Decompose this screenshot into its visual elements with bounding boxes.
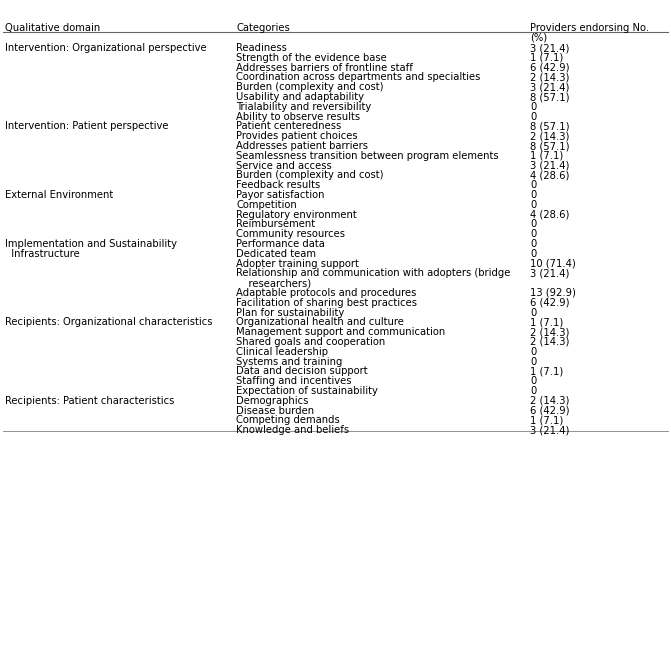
Text: Seamlessness transition between program elements: Seamlessness transition between program … [236, 151, 499, 161]
Text: Categories: Categories [236, 23, 290, 33]
Text: 0: 0 [530, 219, 536, 230]
Text: Recipients: Patient characteristics: Recipients: Patient characteristics [5, 396, 174, 406]
Text: Recipients: Organizational characteristics: Recipients: Organizational characteristi… [5, 317, 213, 328]
Text: 3 (21.4): 3 (21.4) [530, 425, 570, 435]
Text: 1 (7.1): 1 (7.1) [530, 366, 564, 377]
Text: Adopter training support: Adopter training support [236, 259, 359, 269]
Text: Qualitative domain: Qualitative domain [5, 23, 101, 33]
Text: 0: 0 [530, 200, 536, 210]
Text: 1 (7.1): 1 (7.1) [530, 53, 564, 63]
Text: 3 (21.4): 3 (21.4) [530, 161, 570, 171]
Text: Community resources: Community resources [236, 229, 345, 239]
Text: 0: 0 [530, 180, 536, 190]
Text: Addresses patient barriers: Addresses patient barriers [236, 141, 368, 151]
Text: Intervention: Organizational perspective: Intervention: Organizational perspective [5, 43, 207, 53]
Text: 3 (21.4): 3 (21.4) [530, 268, 570, 279]
Text: Infrastructure: Infrastructure [5, 249, 80, 259]
Text: Intervention: Patient perspective: Intervention: Patient perspective [5, 121, 169, 132]
Text: 0: 0 [530, 190, 536, 200]
Text: Addresses barriers of frontline staff: Addresses barriers of frontline staff [236, 63, 413, 73]
Text: 0: 0 [530, 102, 536, 112]
Text: 2 (14.3): 2 (14.3) [530, 131, 570, 141]
Text: Clinical leadership: Clinical leadership [236, 347, 328, 357]
Text: 6 (42.9): 6 (42.9) [530, 298, 570, 308]
Text: Knowledge and beliefs: Knowledge and beliefs [236, 425, 350, 435]
Text: Demographics: Demographics [236, 396, 309, 406]
Text: 0: 0 [530, 376, 536, 386]
Text: External Environment: External Environment [5, 190, 113, 200]
Text: Providers endorsing No.: Providers endorsing No. [530, 23, 650, 33]
Text: Service and access: Service and access [236, 161, 332, 171]
Text: Payor satisfaction: Payor satisfaction [236, 190, 325, 200]
Text: 10 (71.4): 10 (71.4) [530, 259, 576, 269]
Text: Facilitation of sharing best practices: Facilitation of sharing best practices [236, 298, 417, 308]
Text: 0: 0 [530, 239, 536, 249]
Text: Expectation of sustainability: Expectation of sustainability [236, 386, 378, 396]
Text: (%): (%) [530, 33, 548, 43]
Text: Competition: Competition [236, 200, 297, 210]
Text: Provides patient choices: Provides patient choices [236, 131, 358, 141]
Text: 0: 0 [530, 112, 536, 122]
Text: 4 (28.6): 4 (28.6) [530, 170, 570, 181]
Text: Strength of the evidence base: Strength of the evidence base [236, 53, 387, 63]
Text: Implementation and Sustainability: Implementation and Sustainability [5, 239, 177, 249]
Text: Performance data: Performance data [236, 239, 325, 249]
Text: 8 (57.1): 8 (57.1) [530, 92, 570, 102]
Text: Reimbursement: Reimbursement [236, 219, 315, 230]
Text: 1 (7.1): 1 (7.1) [530, 151, 564, 161]
Text: Plan for sustainability: Plan for sustainability [236, 308, 344, 318]
Text: Readiness: Readiness [236, 43, 287, 53]
Text: 1 (7.1): 1 (7.1) [530, 415, 564, 426]
Text: Adaptable protocols and procedures: Adaptable protocols and procedures [236, 288, 417, 298]
Text: Relationship and communication with adopters (bridge: Relationship and communication with adop… [236, 268, 511, 279]
Text: Competing demands: Competing demands [236, 415, 340, 426]
Text: researchers): researchers) [236, 278, 311, 288]
Text: 3 (21.4): 3 (21.4) [530, 43, 570, 53]
Text: 0: 0 [530, 347, 536, 357]
Text: 13 (92.9): 13 (92.9) [530, 288, 576, 298]
Text: 6 (42.9): 6 (42.9) [530, 63, 570, 73]
Text: 2 (14.3): 2 (14.3) [530, 337, 570, 347]
Text: 4 (28.6): 4 (28.6) [530, 210, 570, 220]
Text: 8 (57.1): 8 (57.1) [530, 121, 570, 132]
Text: 3 (21.4): 3 (21.4) [530, 82, 570, 92]
Text: 8 (57.1): 8 (57.1) [530, 141, 570, 151]
Text: Burden (complexity and cost): Burden (complexity and cost) [236, 170, 384, 181]
Text: 0: 0 [530, 229, 536, 239]
Text: Patient centeredness: Patient centeredness [236, 121, 342, 132]
Text: 2 (14.3): 2 (14.3) [530, 396, 570, 406]
Text: 2 (14.3): 2 (14.3) [530, 327, 570, 337]
Text: Staffing and incentives: Staffing and incentives [236, 376, 352, 386]
Text: Trialability and reversibility: Trialability and reversibility [236, 102, 372, 112]
Text: 2 (14.3): 2 (14.3) [530, 72, 570, 83]
Text: Management support and communication: Management support and communication [236, 327, 446, 337]
Text: Shared goals and cooperation: Shared goals and cooperation [236, 337, 385, 347]
Text: 0: 0 [530, 357, 536, 367]
Text: Coordination across departments and specialties: Coordination across departments and spec… [236, 72, 480, 83]
Text: Burden (complexity and cost): Burden (complexity and cost) [236, 82, 384, 92]
Text: Organizational health and culture: Organizational health and culture [236, 317, 404, 328]
Text: Data and decision support: Data and decision support [236, 366, 368, 377]
Text: 6 (42.9): 6 (42.9) [530, 406, 570, 416]
Text: 1 (7.1): 1 (7.1) [530, 317, 564, 328]
Text: Systems and training: Systems and training [236, 357, 343, 367]
Text: 0: 0 [530, 249, 536, 259]
Text: Ability to observe results: Ability to observe results [236, 112, 360, 122]
Text: Regulatory environment: Regulatory environment [236, 210, 357, 220]
Text: Usability and adaptability: Usability and adaptability [236, 92, 364, 102]
Text: Feedback results: Feedback results [236, 180, 321, 190]
Text: 0: 0 [530, 308, 536, 318]
Text: Disease burden: Disease burden [236, 406, 314, 416]
Text: 0: 0 [530, 386, 536, 396]
Text: Dedicated team: Dedicated team [236, 249, 316, 259]
